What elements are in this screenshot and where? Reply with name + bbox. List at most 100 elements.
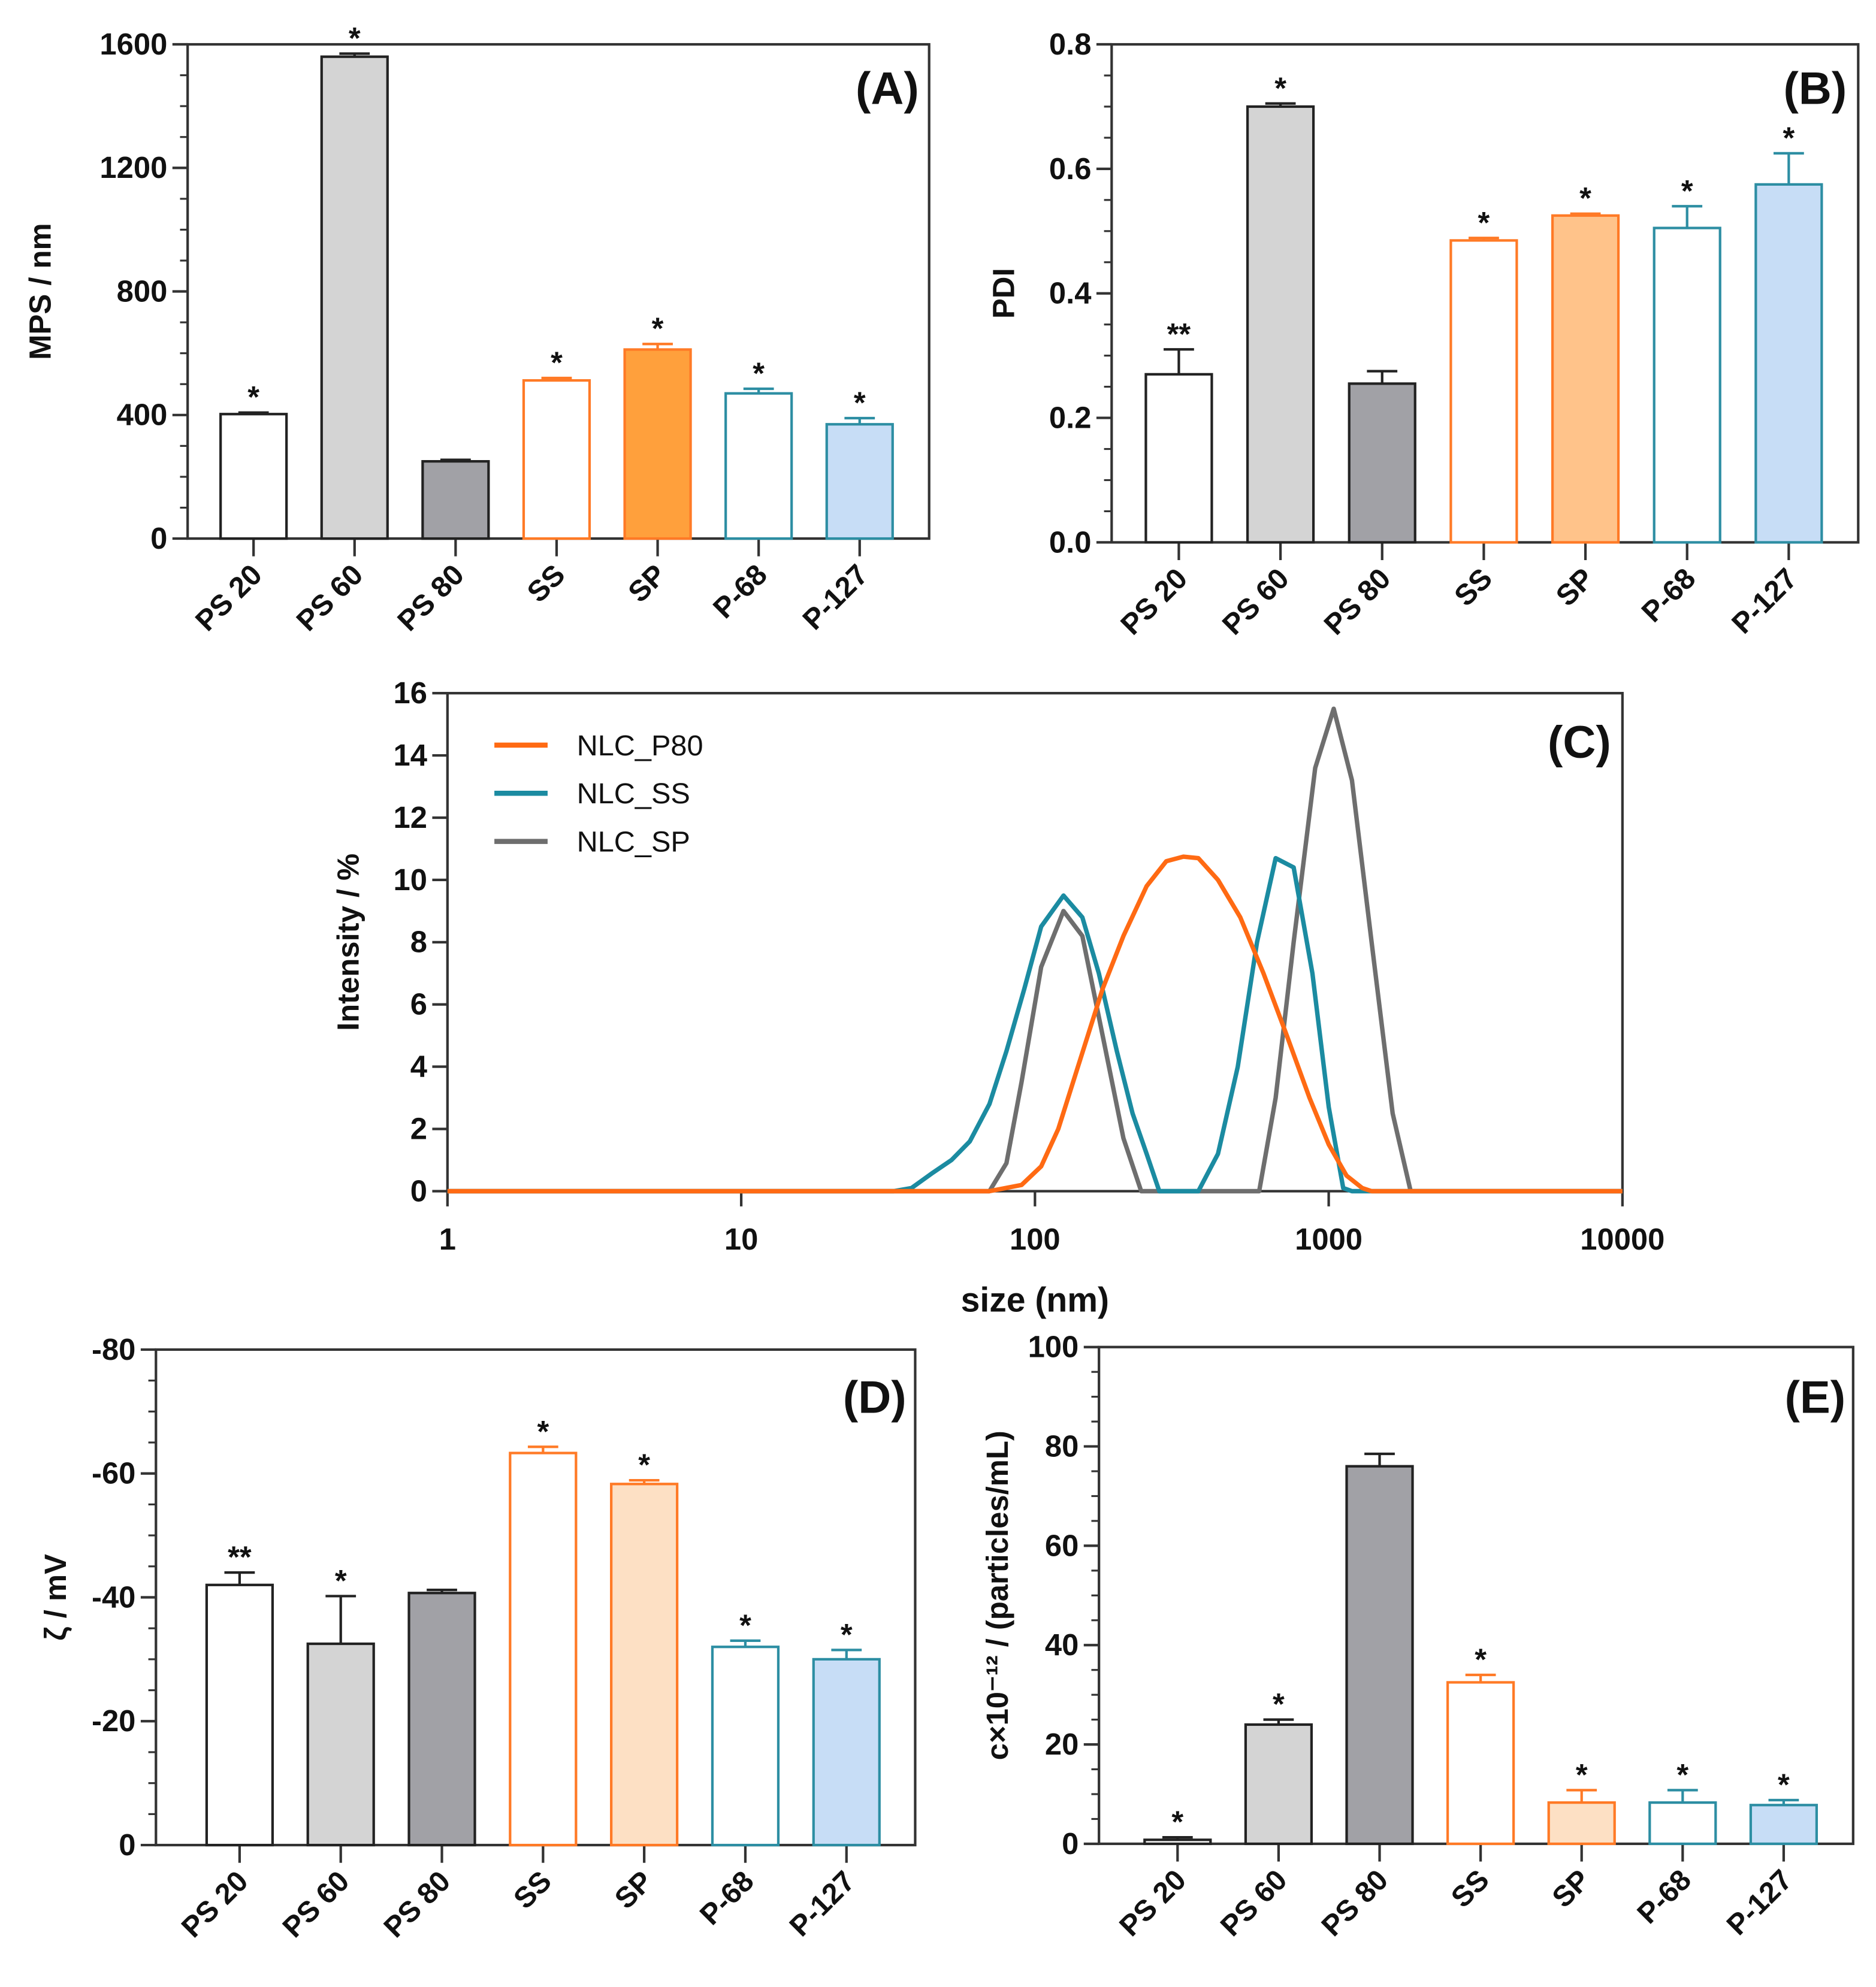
significance-marker: * (247, 380, 259, 414)
y-tick-label: 1600 (99, 27, 167, 61)
y-tick-label: 0 (150, 521, 167, 555)
x-tick-label: P-127 (784, 1865, 862, 1943)
bar-ps60 (306, 1642, 375, 1847)
bar-p-127 (1749, 1804, 1818, 1846)
significance-marker: * (841, 1617, 853, 1652)
y-tick-label: 0 (1062, 1826, 1079, 1861)
x-tick-label: P-127 (1726, 562, 1804, 640)
panel-label: (D) (843, 1372, 907, 1423)
significance-marker: * (1681, 174, 1693, 208)
legend-label: NLC_SP (577, 826, 690, 858)
bar-sp (1547, 1801, 1616, 1846)
y-tick-label: 80 (1045, 1429, 1079, 1463)
significance-marker: ** (228, 1540, 252, 1574)
x-tick-label: PS 60 (291, 558, 370, 637)
x-tick-label: P-127 (1721, 1864, 1799, 1941)
bar-p-127 (1754, 183, 1823, 544)
panel-d: 0-20-40-60-80ζ / mV(D)**PS 20*PS 60 PS 80… (38, 1332, 917, 1944)
y-tick-label: -20 (92, 1704, 135, 1738)
bar-ps20 (219, 413, 288, 540)
y-tick-label: 12 (394, 800, 427, 834)
significance-marker: * (1273, 1687, 1285, 1721)
bar-p-68 (1653, 226, 1721, 544)
significance-marker: * (1475, 1643, 1487, 1677)
y-tick-label: 8 (410, 925, 427, 959)
y-tick-label: 2 (410, 1112, 427, 1146)
bar-ps80 (407, 1592, 476, 1847)
panel-label: (C) (1548, 717, 1611, 768)
significance-marker: * (1274, 71, 1286, 105)
bar-ps20 (1144, 373, 1213, 544)
significance-marker: * (854, 385, 866, 419)
x-tick-label: SS (507, 1865, 558, 1915)
y-axis-label: PDI (986, 268, 1020, 319)
y-tick-label: 0 (119, 1828, 135, 1862)
x-tick-label: PS 20 (189, 558, 268, 637)
significance-marker: * (1676, 1758, 1688, 1792)
y-tick-label: 4 (410, 1050, 427, 1084)
y-tick-label: 0.6 (1049, 152, 1092, 186)
bar-sp (610, 1483, 679, 1847)
x-tick-label: PS 60 (277, 1865, 356, 1944)
y-tick-label: 20 (1045, 1727, 1079, 1761)
x-tick-label: 10000 (1580, 1222, 1664, 1256)
significance-marker: ** (1167, 317, 1191, 351)
significance-marker: * (551, 345, 563, 379)
y-tick-label: 0.8 (1049, 27, 1092, 61)
y-tick-label: -80 (92, 1332, 135, 1366)
bar-sp (623, 348, 692, 540)
panel-label: (E) (1785, 1372, 1846, 1423)
bar-ps60 (1246, 105, 1315, 544)
bar-sp (1551, 214, 1620, 544)
bar-ss (1446, 1681, 1515, 1846)
significance-marker: * (1579, 181, 1591, 215)
significance-marker: * (1778, 1768, 1790, 1802)
x-tick-label: SS (1445, 1864, 1496, 1914)
bar-p-68 (724, 392, 793, 540)
x-axis-label: size (nm) (961, 1281, 1110, 1319)
legend-label: NLC_P80 (577, 730, 703, 762)
bar-ps20 (1143, 1838, 1212, 1846)
bar-ps80 (421, 460, 490, 540)
significance-marker: * (1171, 1805, 1183, 1839)
x-tick-label: PS 80 (391, 558, 470, 637)
y-tick-label: 800 (117, 274, 168, 308)
bar-ps80 (1348, 382, 1416, 544)
x-tick-label: 100 (1010, 1222, 1061, 1256)
bar-ps60 (1244, 1723, 1313, 1846)
series-line-nlc_ss (447, 855, 1623, 1194)
bar-ss (509, 1451, 578, 1847)
x-tick-label: PS 60 (1216, 562, 1295, 641)
x-tick-label: PS 80 (1318, 562, 1397, 641)
bar-p-127 (825, 423, 894, 540)
x-tick-label: SS (1448, 562, 1499, 612)
y-tick-label: 0.0 (1049, 525, 1092, 559)
bar-p-68 (711, 1646, 780, 1847)
y-axis-label: c×10⁻¹² / (particles/mL) (980, 1430, 1014, 1760)
x-tick-label: P-68 (1636, 562, 1702, 628)
x-tick-label: P-127 (797, 558, 875, 636)
bar-ps80 (1345, 1465, 1414, 1846)
y-axis-label: ζ / mV (38, 1554, 72, 1641)
x-tick-label: PS 20 (1113, 1864, 1192, 1943)
x-tick-label: P-68 (694, 1865, 760, 1931)
panel-c: 0 2 4 6 8 10 12 14 16 Intensity / % (C) 1 10 100 1000 1… (331, 676, 1665, 1319)
y-tick-label: 0.2 (1049, 400, 1092, 434)
significance-marker: * (652, 311, 664, 346)
panel-label: (A) (856, 63, 919, 114)
bar-p-127 (812, 1658, 881, 1847)
significance-marker: * (1576, 1758, 1588, 1792)
significance-marker: * (739, 1608, 751, 1642)
y-tick-label: 400 (117, 398, 168, 432)
x-tick-label: SP (1550, 562, 1600, 612)
x-tick-label: PS 20 (176, 1865, 255, 1944)
x-tick-label: PS 80 (377, 1865, 457, 1944)
significance-marker: * (1478, 205, 1490, 240)
x-tick-label: 10 (724, 1222, 758, 1256)
bar-ps60 (320, 55, 389, 540)
significance-marker: * (1783, 120, 1795, 155)
bar-ss (1449, 239, 1518, 544)
x-tick-label: SP (1546, 1864, 1596, 1914)
panel-label: (B) (1784, 63, 1847, 114)
x-tick-label: PS 80 (1315, 1864, 1394, 1943)
